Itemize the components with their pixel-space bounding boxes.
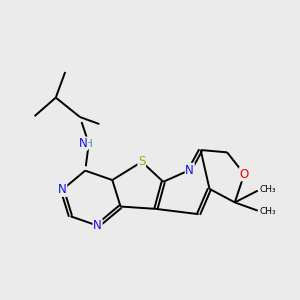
Text: O: O [240, 168, 249, 181]
Text: N: N [79, 137, 88, 150]
Text: N: N [58, 183, 67, 196]
Text: H: H [85, 139, 93, 148]
Text: S: S [138, 155, 146, 168]
Text: N: N [93, 219, 102, 232]
Text: CH₃: CH₃ [259, 185, 276, 194]
Text: N: N [185, 164, 194, 176]
Text: CH₃: CH₃ [259, 207, 276, 216]
